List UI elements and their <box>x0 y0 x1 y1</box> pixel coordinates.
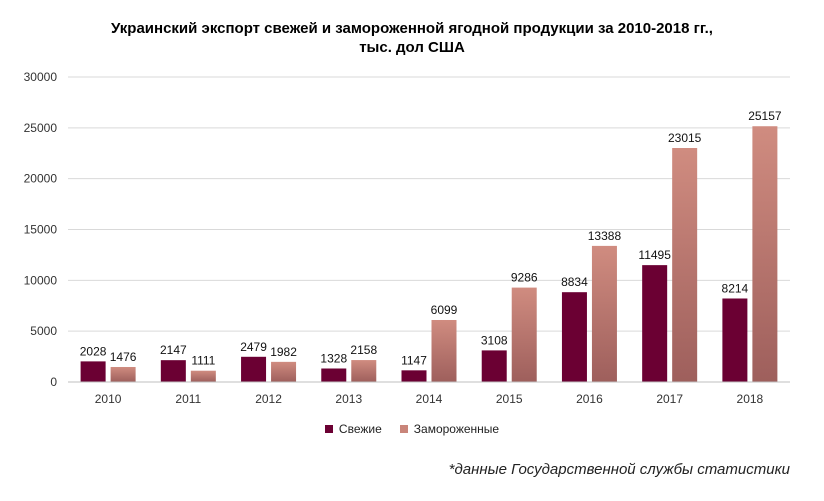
bar-fresh <box>80 361 106 382</box>
data-label-frozen: 1982 <box>270 345 297 359</box>
y-tick-label: 15000 <box>24 223 58 237</box>
legend: Свежие Замороженные <box>0 422 824 436</box>
data-label-frozen: 13388 <box>588 229 622 243</box>
data-label-fresh: 2479 <box>240 340 267 354</box>
data-label-fresh: 3108 <box>481 333 508 347</box>
data-label-fresh: 1328 <box>320 351 347 365</box>
data-label-fresh: 11495 <box>638 248 671 262</box>
x-axis: 2010 2011 2012 2013 2014 2015 2016 2017 2018 <box>68 381 790 406</box>
y-tick-label: 10000 <box>24 273 58 287</box>
bar-frozen <box>110 366 136 382</box>
x-tick-label: 2014 <box>416 392 443 406</box>
bar-frozen <box>271 361 297 382</box>
legend-label-frozen: Замороженные <box>413 422 500 436</box>
bar-frozen <box>511 287 537 382</box>
bar-frozen <box>431 319 457 382</box>
legend-label-fresh: Свежие <box>338 422 382 436</box>
bar-frozen <box>351 360 377 382</box>
bar-fresh <box>401 370 427 382</box>
x-tick-label: 2016 <box>576 392 603 406</box>
bar-frozen <box>190 370 216 382</box>
y-tick-label: 5000 <box>30 324 57 338</box>
bar-fresh <box>561 292 587 382</box>
gridlines <box>68 76 790 332</box>
data-label-fresh: 2147 <box>160 343 187 357</box>
bar-frozen <box>591 245 617 382</box>
x-tick-label: 2013 <box>335 392 362 406</box>
data-label-frozen: 25157 <box>748 109 782 123</box>
y-tick-label: 0 <box>50 375 57 389</box>
bar-fresh <box>722 298 748 382</box>
chart-title: Украинский экспорт свежей и замороженной… <box>0 19 824 57</box>
chart-title-line-2: тыс. дол США <box>359 39 465 56</box>
data-label-fresh: 1147 <box>401 353 427 367</box>
data-label-fresh: 2028 <box>80 344 107 358</box>
data-label-frozen: 23015 <box>668 131 702 145</box>
y-axis: 0 5000 10000 15000 20000 25000 30000 <box>24 70 58 389</box>
bar-fresh <box>642 265 668 382</box>
data-label-frozen: 2158 <box>350 343 377 357</box>
chart-title-line-1: Украинский экспорт свежей и замороженной… <box>111 20 713 37</box>
legend-swatch-frozen <box>399 425 408 433</box>
data-label-frozen: 1111 <box>191 354 215 368</box>
legend-swatch-fresh <box>324 425 333 433</box>
x-tick-label: 2015 <box>496 392 523 406</box>
y-tick-label: 25000 <box>24 121 58 135</box>
data-label-frozen: 6099 <box>431 303 458 317</box>
legend-item-fresh: Свежие <box>324 422 382 436</box>
y-tick-label: 20000 <box>24 172 58 186</box>
x-tick-label: 2018 <box>737 392 764 406</box>
bar-fresh <box>481 350 507 382</box>
x-tick-label: 2010 <box>95 392 122 406</box>
x-tick-label: 2017 <box>656 392 683 406</box>
x-tick-label: 2011 <box>175 392 201 406</box>
data-label-fresh: 8214 <box>722 281 749 295</box>
bar-frozen <box>752 126 778 382</box>
x-tick-label: 2012 <box>255 392 282 406</box>
legend-item-frozen: Замороженные <box>399 422 500 436</box>
bar-fresh <box>321 368 347 382</box>
source-footnote: *данные Государственной службы статистик… <box>448 461 790 478</box>
data-label-frozen: 1476 <box>110 350 137 364</box>
bar-frozen <box>672 148 698 382</box>
y-tick-label: 30000 <box>24 70 58 84</box>
data-label-frozen: 9286 <box>511 271 538 285</box>
bar-fresh <box>241 356 267 382</box>
bar-fresh <box>160 360 186 382</box>
data-label-fresh: 8834 <box>561 275 588 289</box>
